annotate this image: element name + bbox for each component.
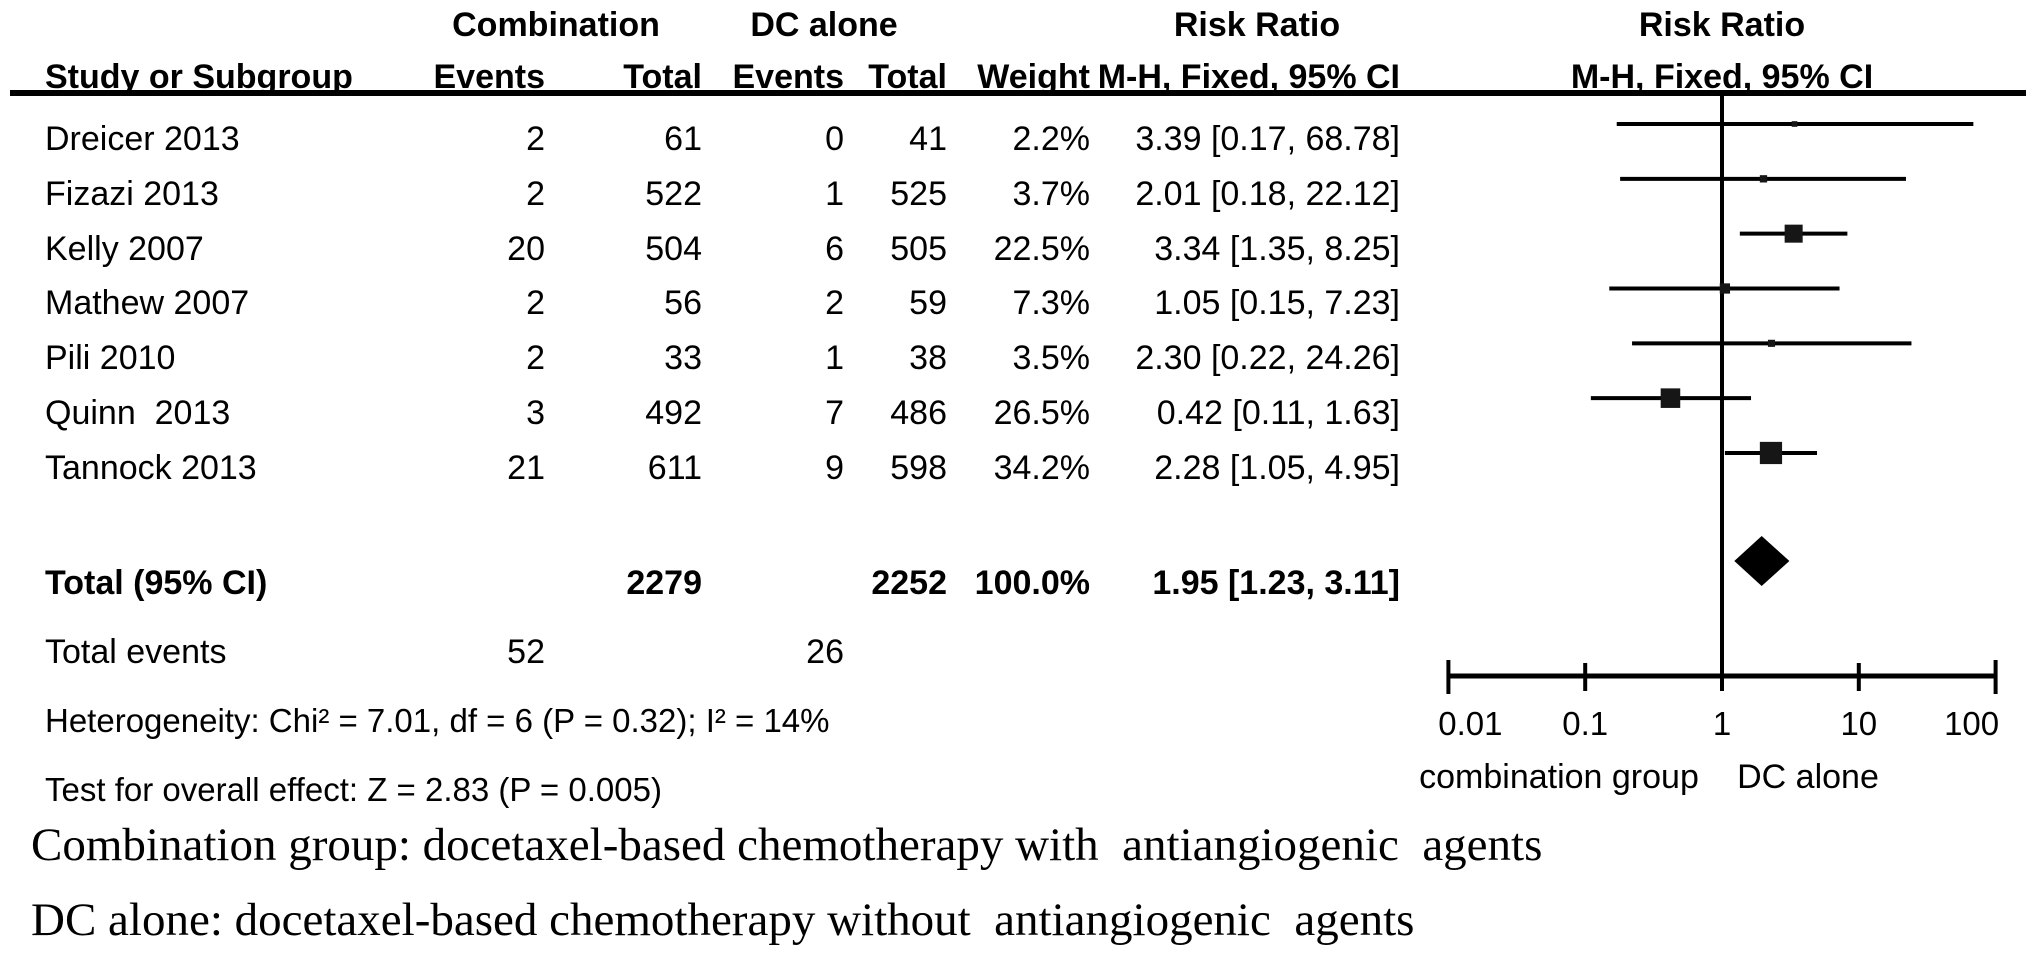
risk-ratio-ci-cell: 1.05 [0.15, 7.23] xyxy=(1154,284,1400,322)
column-header-events-dc: Events xyxy=(732,58,845,96)
column-header-total-dc: Total xyxy=(868,58,947,96)
total-combination-cell: 33 xyxy=(664,339,702,377)
caption-combination-definition: Combination group: docetaxel-based chemo… xyxy=(31,819,1543,871)
events-dc-cell: 9 xyxy=(825,449,844,487)
total-dc-cell: 486 xyxy=(890,394,947,432)
total-row-label: Total (95% CI) xyxy=(45,564,268,602)
column-header-study: Study or Subgroup xyxy=(45,58,353,96)
total-row-ci: 1.95 [1.23, 3.11] xyxy=(1152,564,1400,602)
weight-cell: 3.5% xyxy=(1012,339,1091,377)
study-name: Dreicer 2013 xyxy=(45,120,240,158)
events-combination-cell: 3 xyxy=(526,394,545,432)
weight-cell: 7.3% xyxy=(1012,284,1091,322)
axis-tick-label: 100 xyxy=(1944,705,2000,742)
caption-dc-alone-definition: DC alone: docetaxel-based chemotherapy w… xyxy=(31,894,1415,946)
effect-marker xyxy=(1759,441,1783,465)
weight-cell: 26.5% xyxy=(993,394,1090,432)
risk-ratio-ci-cell: 2.28 [1.05, 4.95] xyxy=(1154,449,1400,487)
total-events-label: Total events xyxy=(45,633,227,671)
total-combination-cell: 504 xyxy=(645,230,702,268)
events-combination-cell: 2 xyxy=(526,175,545,213)
overall-effect-stat: Test for overall effect: Z = 2.83 (P = 0… xyxy=(45,771,662,808)
risk-ratio-ci-cell: 3.39 [0.17, 68.78] xyxy=(1135,120,1400,158)
group-header-combination: Combination xyxy=(452,6,660,44)
column-header-weight: Weight xyxy=(977,58,1090,96)
column-header-total-combination: Total xyxy=(623,58,702,96)
favours-left-label: combination group xyxy=(1419,758,1699,796)
risk-ratio-ci-cell: 0.42 [0.11, 1.63] xyxy=(1156,394,1400,432)
events-combination-cell: 20 xyxy=(507,230,545,268)
total-dc-cell: 598 xyxy=(890,449,947,487)
column-header-ci-text: M-H, Fixed, 95% CI xyxy=(1097,58,1400,96)
total-dc-cell: 59 xyxy=(909,284,947,322)
risk-ratio-header-left: Risk Ratio xyxy=(1173,6,1341,44)
events-combination-cell: 21 xyxy=(507,449,545,487)
effect-marker xyxy=(1719,283,1731,294)
events-dc-cell: 1 xyxy=(825,339,844,377)
axis-tick-label: 10 xyxy=(1840,705,1878,742)
total-row-total-combination: 2279 xyxy=(626,564,702,602)
group-header-dc-alone: DC alone xyxy=(750,6,898,44)
events-dc-cell: 2 xyxy=(825,284,844,322)
column-header-ci-plot: M-H, Fixed, 95% CI xyxy=(1570,58,1874,96)
risk-ratio-header-right: Risk Ratio xyxy=(1638,6,1806,44)
study-name: Mathew 2007 xyxy=(45,284,250,322)
events-combination-cell: 2 xyxy=(526,120,545,158)
study-name: Pili 2010 xyxy=(45,339,176,377)
total-row-total-dc: 2252 xyxy=(871,564,947,602)
risk-ratio-ci-cell: 2.30 [0.22, 24.26] xyxy=(1135,339,1400,377)
total-dc-cell: 505 xyxy=(890,230,947,268)
total-combination-cell: 56 xyxy=(664,284,702,322)
axis-tick-label: 1 xyxy=(1712,705,1732,742)
weight-cell: 3.7% xyxy=(1012,175,1091,213)
effect-marker xyxy=(1660,388,1681,408)
study-name: Fizazi 2013 xyxy=(45,175,219,213)
effect-marker xyxy=(1759,175,1768,183)
axis-tick-label: 0.01 xyxy=(1438,705,1503,742)
effect-marker xyxy=(1791,121,1798,127)
events-combination-cell: 2 xyxy=(526,284,545,322)
favours-right-label: DC alone xyxy=(1737,758,1879,796)
study-name: Tannock 2013 xyxy=(45,449,257,487)
total-combination-cell: 492 xyxy=(645,394,702,432)
axis-tick-label: 0.1 xyxy=(1562,705,1609,742)
weight-cell: 22.5% xyxy=(993,230,1090,268)
events-combination-cell: 2 xyxy=(526,339,545,377)
risk-ratio-ci-cell: 2.01 [0.18, 22.12] xyxy=(1135,175,1400,213)
total-combination-cell: 522 xyxy=(645,175,702,213)
heterogeneity-stat: Heterogeneity: Chi² = 7.01, df = 6 (P = … xyxy=(45,702,830,739)
study-name: Kelly 2007 xyxy=(45,230,204,268)
total-dc-cell: 525 xyxy=(890,175,947,213)
pooled-diamond xyxy=(1734,536,1790,586)
events-dc-cell: 0 xyxy=(825,120,844,158)
total-events-dc: 26 xyxy=(806,633,844,671)
total-combination-cell: 61 xyxy=(664,120,702,158)
column-header-events-combination: Events xyxy=(433,58,546,96)
events-dc-cell: 1 xyxy=(825,175,844,213)
events-dc-cell: 7 xyxy=(825,394,844,432)
weight-cell: 34.2% xyxy=(993,449,1090,487)
study-name: Quinn 2013 xyxy=(45,394,231,432)
weight-cell: 2.2% xyxy=(1012,120,1091,158)
total-events-combination: 52 xyxy=(507,633,545,671)
total-dc-cell: 38 xyxy=(909,339,947,377)
events-dc-cell: 6 xyxy=(825,230,844,268)
total-dc-cell: 41 xyxy=(909,120,947,158)
effect-marker xyxy=(1767,339,1776,347)
total-combination-cell: 611 xyxy=(647,449,702,487)
effect-marker xyxy=(1784,224,1803,243)
risk-ratio-ci-cell: 3.34 [1.35, 8.25] xyxy=(1154,230,1400,268)
total-row-weight: 100.0% xyxy=(974,564,1090,602)
